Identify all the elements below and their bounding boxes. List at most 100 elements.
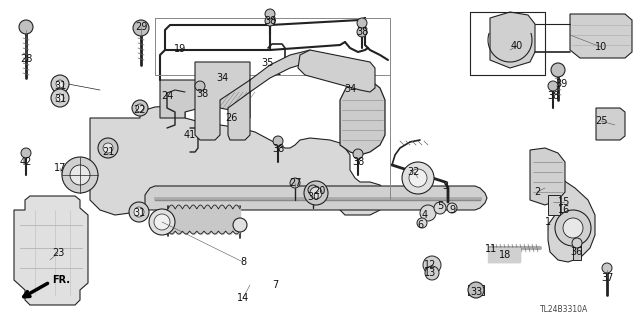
- Circle shape: [98, 138, 118, 158]
- Text: 11: 11: [485, 244, 497, 254]
- Polygon shape: [570, 14, 632, 58]
- Polygon shape: [160, 80, 250, 118]
- Text: 23: 23: [52, 248, 64, 258]
- Circle shape: [353, 149, 363, 159]
- Text: 4: 4: [422, 210, 428, 220]
- Text: 18: 18: [499, 250, 511, 260]
- Polygon shape: [530, 148, 565, 205]
- FancyBboxPatch shape: [573, 245, 581, 260]
- Text: 37: 37: [601, 273, 613, 283]
- Text: 39: 39: [555, 79, 567, 89]
- Circle shape: [310, 187, 322, 199]
- Polygon shape: [195, 50, 310, 140]
- Text: 28: 28: [20, 54, 32, 64]
- Circle shape: [290, 178, 300, 188]
- Text: 16: 16: [558, 205, 570, 215]
- Circle shape: [265, 16, 275, 26]
- Circle shape: [129, 202, 149, 222]
- Circle shape: [62, 157, 98, 193]
- Text: 21: 21: [102, 147, 114, 157]
- Circle shape: [308, 185, 318, 195]
- Circle shape: [548, 81, 558, 91]
- Circle shape: [154, 214, 170, 230]
- Text: 9: 9: [449, 205, 455, 215]
- Text: 22: 22: [134, 105, 147, 115]
- Text: 42: 42: [20, 157, 32, 167]
- Text: 26: 26: [225, 113, 237, 123]
- Circle shape: [19, 20, 33, 34]
- Circle shape: [434, 202, 446, 214]
- Text: 15: 15: [558, 197, 570, 207]
- Text: 20: 20: [313, 186, 325, 196]
- Text: TL24B3310A: TL24B3310A: [540, 306, 588, 315]
- Polygon shape: [298, 50, 375, 92]
- Text: 32: 32: [408, 167, 420, 177]
- Circle shape: [51, 89, 69, 107]
- Text: 38: 38: [264, 16, 276, 26]
- Text: 31: 31: [54, 94, 66, 104]
- Text: 2: 2: [534, 187, 540, 197]
- Polygon shape: [90, 106, 385, 215]
- Circle shape: [357, 27, 367, 37]
- Text: 38: 38: [356, 27, 368, 37]
- Text: 6: 6: [417, 220, 423, 230]
- Text: 38: 38: [196, 89, 208, 99]
- Circle shape: [132, 100, 148, 116]
- Text: 30: 30: [307, 192, 319, 202]
- Circle shape: [468, 282, 484, 298]
- Text: 27: 27: [289, 178, 301, 188]
- Text: 5: 5: [437, 201, 443, 211]
- Text: 3: 3: [442, 181, 448, 191]
- Circle shape: [420, 205, 436, 221]
- Circle shape: [551, 63, 565, 77]
- Text: 25: 25: [595, 116, 607, 126]
- FancyBboxPatch shape: [548, 195, 560, 215]
- Text: 24: 24: [161, 91, 173, 101]
- Polygon shape: [340, 80, 385, 155]
- Circle shape: [56, 80, 64, 88]
- Circle shape: [233, 218, 247, 232]
- Circle shape: [563, 218, 583, 238]
- Polygon shape: [596, 108, 625, 140]
- Circle shape: [134, 207, 144, 217]
- Circle shape: [56, 94, 64, 102]
- Circle shape: [425, 266, 439, 280]
- Text: 14: 14: [237, 293, 249, 303]
- Circle shape: [409, 169, 427, 187]
- Polygon shape: [145, 186, 487, 210]
- Circle shape: [21, 148, 31, 158]
- Circle shape: [149, 209, 175, 235]
- Polygon shape: [14, 196, 88, 305]
- Circle shape: [70, 165, 90, 185]
- Text: 38: 38: [352, 157, 364, 167]
- Circle shape: [572, 238, 582, 248]
- Circle shape: [195, 81, 205, 91]
- Text: 7: 7: [272, 280, 278, 290]
- Text: 19: 19: [174, 44, 186, 54]
- Polygon shape: [490, 12, 535, 68]
- Text: 31: 31: [133, 208, 145, 218]
- Circle shape: [423, 256, 441, 274]
- Circle shape: [51, 75, 69, 93]
- Circle shape: [555, 210, 591, 246]
- Text: 10: 10: [595, 42, 607, 52]
- Text: 1: 1: [545, 217, 551, 227]
- Text: 12: 12: [424, 260, 436, 270]
- Text: 34: 34: [216, 73, 228, 83]
- Circle shape: [133, 20, 149, 36]
- Text: 17: 17: [54, 163, 66, 173]
- Text: 33: 33: [470, 287, 482, 297]
- Circle shape: [602, 263, 612, 273]
- Circle shape: [357, 18, 367, 28]
- Polygon shape: [540, 160, 595, 262]
- Circle shape: [304, 181, 328, 205]
- Text: 13: 13: [424, 268, 436, 278]
- Text: 29: 29: [135, 22, 147, 32]
- Text: 38: 38: [547, 91, 559, 101]
- Circle shape: [103, 143, 113, 153]
- Text: 31: 31: [54, 81, 66, 91]
- Text: FR.: FR.: [52, 275, 70, 285]
- Text: 41: 41: [184, 130, 196, 140]
- Text: 8: 8: [240, 257, 246, 267]
- Circle shape: [417, 218, 427, 228]
